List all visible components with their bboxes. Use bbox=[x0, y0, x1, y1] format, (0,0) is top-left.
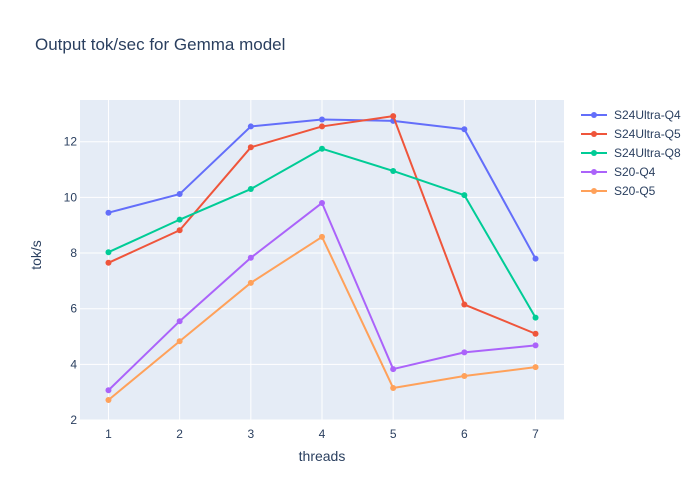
data-point[interactable] bbox=[105, 259, 112, 266]
legend-item[interactable]: S24Ultra-Q4 bbox=[581, 108, 681, 122]
data-point[interactable] bbox=[105, 396, 112, 403]
y-tick-label: 2 bbox=[70, 413, 77, 427]
data-point[interactable] bbox=[247, 186, 254, 193]
data-point[interactable] bbox=[105, 249, 112, 256]
legend-item[interactable]: S24Ultra-Q5 bbox=[581, 127, 681, 141]
data-point[interactable] bbox=[461, 373, 468, 380]
data-point[interactable] bbox=[532, 342, 539, 349]
data-point[interactable] bbox=[105, 209, 112, 216]
data-point[interactable] bbox=[105, 387, 112, 394]
y-tick-label: 12 bbox=[64, 135, 78, 149]
series-S20-Q4 bbox=[105, 199, 539, 394]
x-tick-label: 3 bbox=[247, 427, 254, 441]
legend-marker bbox=[591, 131, 597, 137]
legend-item[interactable]: S20-Q4 bbox=[581, 165, 656, 179]
series-S24Ultra-Q5 bbox=[105, 113, 539, 337]
data-point[interactable] bbox=[176, 216, 183, 223]
data-point[interactable] bbox=[532, 314, 539, 321]
x-tick-label: 4 bbox=[319, 427, 326, 441]
x-tick-label: 6 bbox=[461, 427, 468, 441]
data-point[interactable] bbox=[319, 199, 325, 206]
x-tick-label: 2 bbox=[176, 427, 183, 441]
data-point[interactable] bbox=[247, 254, 254, 261]
data-point[interactable] bbox=[461, 301, 468, 308]
series-S24Ultra-Q8 bbox=[105, 145, 539, 321]
data-point[interactable] bbox=[319, 233, 325, 240]
x-tick-label: 7 bbox=[532, 427, 539, 441]
data-point[interactable] bbox=[176, 191, 183, 198]
legend-marker bbox=[591, 169, 597, 175]
data-point[interactable] bbox=[319, 145, 325, 152]
x-tick-label: 5 bbox=[390, 427, 397, 441]
y-tick-label: 8 bbox=[70, 246, 77, 260]
x-tick-label: 1 bbox=[105, 427, 112, 441]
series-group bbox=[105, 113, 539, 403]
legend-marker bbox=[591, 150, 597, 156]
data-point[interactable] bbox=[390, 366, 397, 373]
legend-label: S24Ultra-Q5 bbox=[614, 127, 681, 141]
legend-item[interactable]: S20-Q5 bbox=[581, 184, 656, 198]
data-point[interactable] bbox=[532, 364, 539, 371]
legend: S24Ultra-Q4 S24Ultra-Q5 S24Ultra-Q8 S20-Q4 S… bbox=[581, 108, 681, 198]
y-tick-label: 6 bbox=[70, 302, 77, 316]
legend-label: S20-Q4 bbox=[614, 165, 656, 179]
x-axis-title: threads bbox=[299, 448, 346, 464]
data-point[interactable] bbox=[319, 116, 325, 123]
series-S20-Q5 bbox=[105, 233, 539, 403]
x-axis-ticks: 1 2 3 4 5 6 7 bbox=[105, 427, 539, 441]
legend-marker bbox=[591, 188, 597, 194]
data-point[interactable] bbox=[176, 318, 183, 325]
legend-label: S20-Q5 bbox=[614, 184, 656, 198]
chart-title: Output tok/sec for Gemma model bbox=[35, 35, 285, 54]
data-point[interactable] bbox=[461, 349, 468, 356]
y-tick-label: 10 bbox=[64, 190, 78, 204]
legend-item[interactable]: S24Ultra-Q8 bbox=[581, 146, 681, 160]
y-tick-label: 4 bbox=[70, 357, 77, 371]
data-point[interactable] bbox=[247, 123, 254, 130]
legend-marker bbox=[591, 112, 597, 118]
y-axis-ticks: 2 4 6 8 10 12 bbox=[64, 135, 78, 427]
data-point[interactable] bbox=[176, 227, 183, 234]
legend-label: S24Ultra-Q4 bbox=[614, 108, 681, 122]
data-point[interactable] bbox=[461, 192, 468, 199]
legend-label: S24Ultra-Q8 bbox=[614, 146, 681, 160]
data-point[interactable] bbox=[390, 113, 397, 120]
data-point[interactable] bbox=[532, 255, 539, 262]
data-point[interactable] bbox=[390, 167, 397, 174]
data-point[interactable] bbox=[319, 123, 325, 130]
series-S24Ultra-Q4 bbox=[105, 116, 539, 262]
data-point[interactable] bbox=[176, 338, 183, 345]
y-axis-title: tok/s bbox=[28, 240, 44, 270]
data-point[interactable] bbox=[247, 279, 254, 286]
data-point[interactable] bbox=[532, 330, 539, 337]
data-point[interactable] bbox=[461, 126, 468, 133]
data-point[interactable] bbox=[247, 144, 254, 151]
data-point[interactable] bbox=[390, 385, 397, 391]
